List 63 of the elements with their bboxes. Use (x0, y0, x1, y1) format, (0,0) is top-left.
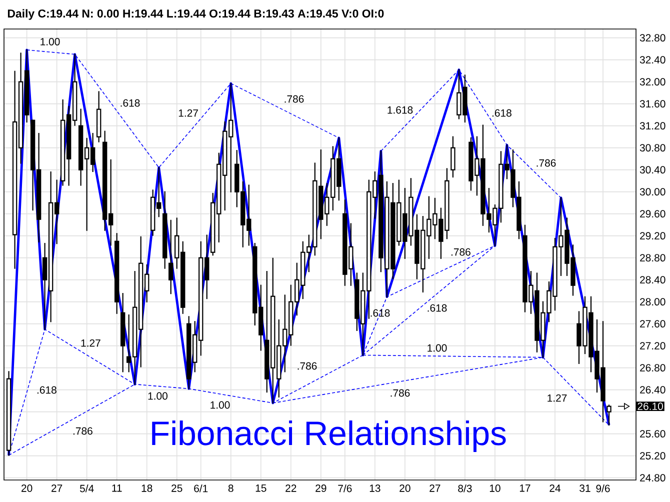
x-tick-label: 17 (520, 484, 530, 492)
x-tick-label: 11 (112, 484, 122, 492)
annotation: .786 (73, 427, 92, 435)
annotation: 1.00 (148, 392, 168, 400)
y-tick-label: 26.80 (640, 364, 666, 372)
x-tick-label: 5/4 (80, 484, 94, 492)
y-tick-label: 25.20 (640, 452, 666, 460)
y-tick-label: 29.60 (640, 210, 666, 218)
x-tick-label: 18 (142, 484, 152, 492)
annotation: .618 (370, 309, 390, 317)
annotation: 1.618 (388, 106, 413, 114)
y-tick-label: 29.20 (640, 232, 666, 240)
annotation: .618 (492, 109, 512, 117)
y-tick-label: 24.80 (640, 474, 666, 482)
y-tick-label: 26.40 (640, 386, 666, 394)
x-tick-label: 27 (52, 484, 62, 492)
y-tick-label: 31.20 (640, 122, 666, 130)
annotation: 1.27 (548, 394, 567, 402)
annotation: .786 (451, 248, 470, 256)
annotation: .786 (536, 159, 556, 167)
annotation: .618 (120, 99, 140, 107)
y-tick-label: 30.80 (640, 144, 666, 152)
annotation: .618 (37, 386, 56, 394)
annotation: 1.27 (81, 339, 100, 347)
x-tick-label: 22 (286, 484, 296, 492)
annotation: 1.27 (178, 109, 198, 117)
x-tick-label: 6/1 (194, 484, 208, 492)
y-tick-label: 30.40 (640, 166, 666, 174)
x-tick-label: 24 (550, 484, 560, 492)
annotation: .786 (298, 362, 317, 370)
annotation: 1.00 (210, 401, 230, 409)
y-tick-label: 32.40 (640, 56, 666, 64)
annotation: .786 (284, 95, 304, 103)
x-tick-label: 7/6 (338, 484, 352, 492)
x-tick-label: 27 (430, 484, 440, 492)
text: Fibonacci Relationships (152, 420, 506, 452)
y-tick-label: 32.80 (640, 34, 666, 42)
annotation: 1.00 (428, 344, 447, 352)
annotation: 1.00 (40, 38, 60, 46)
y-tick-label: 32.00 (640, 78, 666, 86)
y-tick-label: 28.00 (640, 298, 666, 306)
ref-line-label: 26.10 (638, 402, 663, 410)
x-tick-label: 29 (316, 484, 326, 492)
y-tick-label: 28.80 (640, 254, 666, 262)
y-tick-label: 25.60 (640, 430, 666, 438)
x-tick-label: 8/3 (458, 484, 472, 492)
x-tick-label: 31 (580, 484, 590, 492)
x-tick-label: 20 (400, 484, 410, 492)
y-tick-label: 27.20 (640, 342, 666, 350)
y-tick-label: 28.40 (640, 276, 666, 284)
x-tick-label: 25 (172, 484, 182, 492)
x-tick-label: 15 (256, 484, 266, 492)
annotation: .618 (428, 304, 447, 312)
x-tick-label: 13 (370, 484, 380, 492)
x-tick-label: 9/6 (596, 484, 610, 492)
x-tick-label: 10 (490, 484, 500, 492)
y-tick-label: 30.00 (640, 188, 666, 196)
chart-subtitle: Daily C:19.44 N: 0.00 H:19.44 L:19.44 O:19.44 B:19.43 A:19.45 V:0 OI:0 (8, 9, 384, 20)
x-tick-label: 8 (228, 484, 234, 492)
x-tick-label: 20 (22, 484, 32, 492)
y-tick-label: 31.60 (640, 100, 666, 108)
y-tick-label: 27.60 (640, 320, 666, 328)
annotation: .786 (390, 389, 410, 397)
